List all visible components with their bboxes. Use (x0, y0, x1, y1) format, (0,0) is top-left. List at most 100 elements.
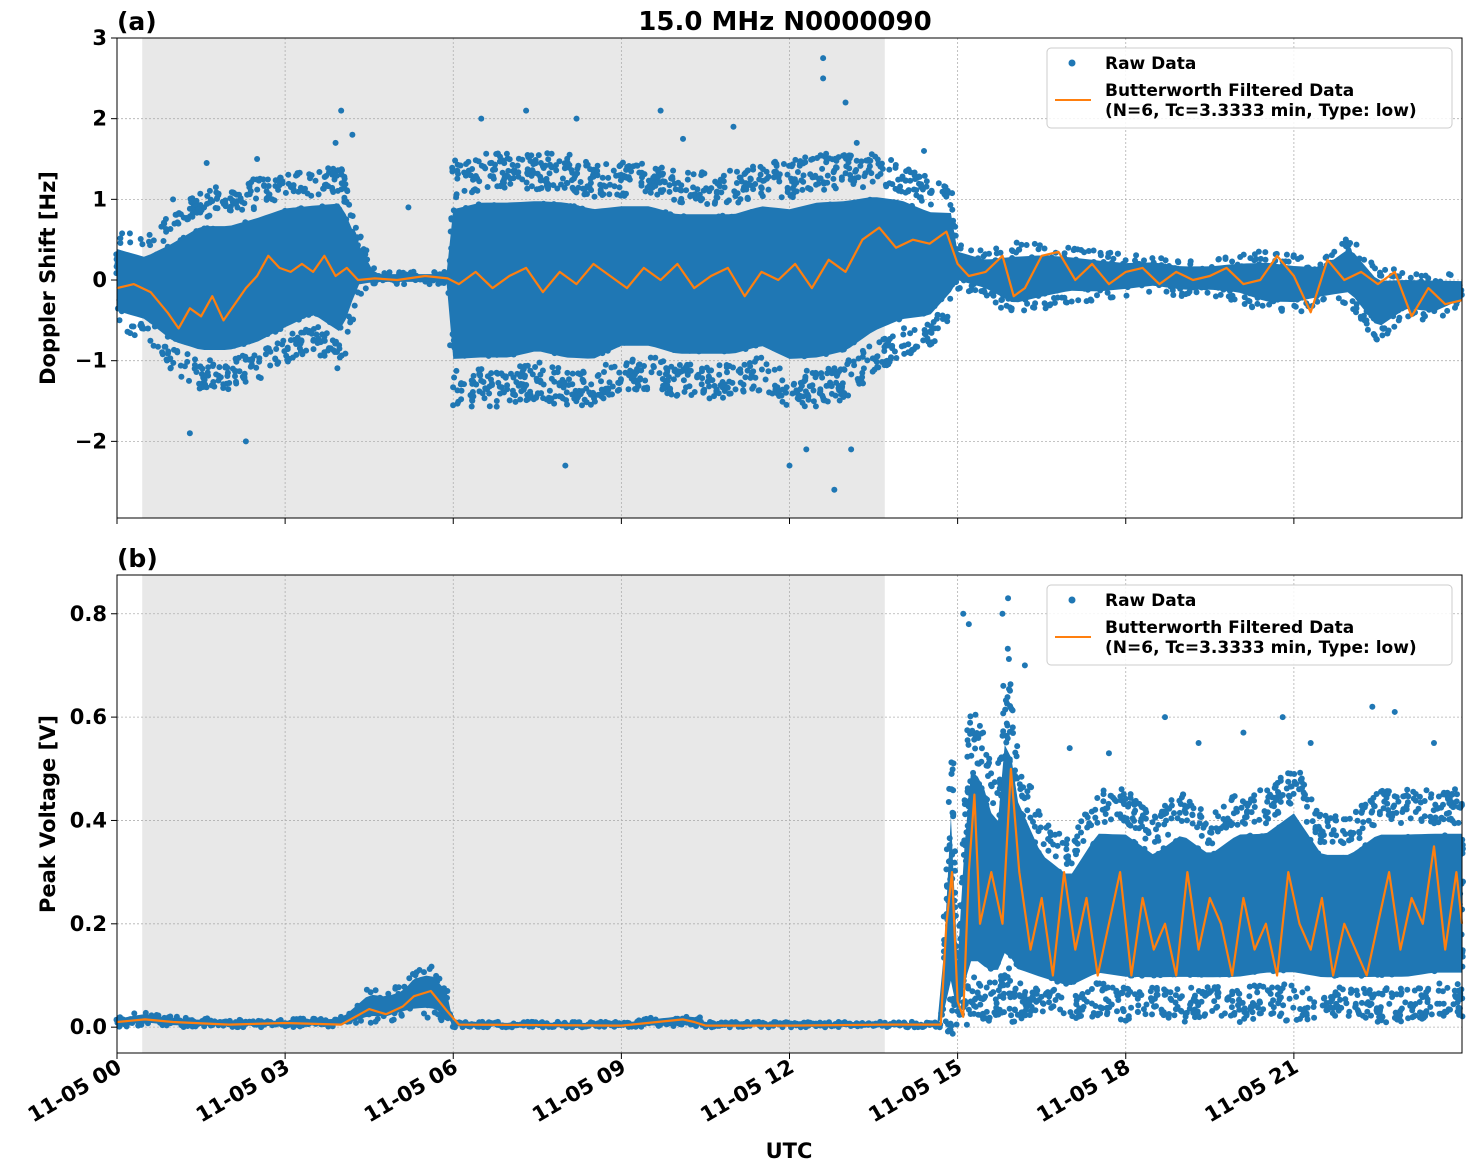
raw-point (877, 171, 884, 177)
raw-point (744, 194, 751, 201)
raw-point (254, 186, 261, 193)
raw-point (454, 175, 461, 182)
raw-point (644, 386, 651, 393)
raw-point (545, 156, 552, 163)
raw-point (232, 373, 238, 380)
raw-point (724, 369, 730, 376)
raw-point (564, 401, 570, 408)
raw-point (815, 180, 822, 187)
raw-point (271, 197, 278, 204)
raw-point (928, 188, 935, 195)
raw-point (588, 187, 595, 194)
raw-point (233, 380, 240, 387)
raw-point (776, 365, 783, 372)
raw-point (893, 355, 900, 361)
raw-point (197, 190, 204, 197)
raw-point (253, 364, 260, 371)
raw-point (603, 161, 610, 168)
raw-point (759, 193, 766, 200)
raw-point (507, 180, 514, 187)
raw-point (591, 398, 598, 405)
raw-point (865, 156, 872, 163)
raw-point (802, 377, 809, 384)
raw-point (727, 390, 734, 397)
raw-point (203, 384, 210, 391)
raw-point (616, 184, 623, 191)
raw-point (599, 174, 606, 181)
raw-point (486, 403, 493, 410)
raw-point (934, 325, 941, 332)
raw-point (727, 167, 733, 174)
raw-point (323, 330, 330, 337)
raw-point (566, 376, 572, 383)
raw-point (284, 346, 291, 353)
raw-point (241, 200, 248, 207)
raw-point (145, 325, 151, 332)
raw-point (569, 381, 576, 388)
raw-point (528, 183, 535, 190)
raw-point (117, 240, 124, 246)
raw-point (860, 365, 867, 372)
raw-point (274, 340, 281, 347)
raw-point (734, 190, 741, 197)
raw-point (737, 196, 744, 203)
raw-point (783, 384, 790, 391)
raw-point (605, 174, 612, 181)
raw-point (162, 343, 169, 350)
raw-point (119, 230, 126, 237)
raw-point (931, 338, 938, 345)
raw-point (351, 302, 358, 309)
raw-point (275, 186, 282, 193)
raw-point (629, 356, 636, 363)
raw-point (642, 377, 649, 384)
raw-point (749, 385, 756, 392)
raw-point (588, 381, 595, 388)
raw-point (824, 398, 831, 405)
raw-point (683, 187, 690, 194)
raw-point (901, 325, 907, 332)
raw-point (687, 361, 694, 368)
raw-point (897, 183, 904, 190)
raw-point (873, 358, 880, 365)
raw-point (740, 387, 747, 394)
raw-point (461, 187, 468, 194)
raw-point (401, 281, 408, 288)
figure-title: 15.0 MHz N0000090 (638, 7, 931, 37)
raw-point (824, 172, 831, 179)
raw-point (625, 386, 632, 393)
raw-point (310, 346, 317, 353)
raw-point (488, 380, 495, 387)
raw-point (265, 183, 272, 189)
raw-point (333, 172, 340, 179)
raw-point (778, 194, 785, 201)
raw-point (551, 400, 558, 407)
raw-point (918, 197, 925, 204)
raw-point (666, 182, 673, 189)
raw-point (248, 357, 255, 364)
raw-point (628, 168, 635, 175)
raw-point (709, 377, 716, 384)
raw-point (800, 172, 807, 179)
raw-point (958, 242, 964, 249)
raw-point (532, 160, 539, 167)
raw-point (846, 165, 853, 172)
raw-point (609, 383, 616, 390)
raw-point (528, 152, 535, 159)
raw-point (720, 178, 727, 185)
raw-point (623, 190, 629, 197)
raw-point (600, 191, 607, 198)
raw-point (832, 392, 839, 399)
raw-point (802, 159, 809, 166)
raw-point (358, 290, 364, 297)
raw-point (299, 351, 306, 358)
raw-point (730, 364, 736, 371)
raw-point (635, 362, 642, 368)
raw-point (832, 185, 839, 192)
raw-point (923, 183, 930, 190)
raw-point (472, 381, 479, 388)
raw-point (855, 174, 862, 181)
raw-point (921, 172, 928, 179)
raw-point (260, 176, 267, 183)
raw-point (848, 371, 855, 378)
raw-point (660, 187, 667, 193)
